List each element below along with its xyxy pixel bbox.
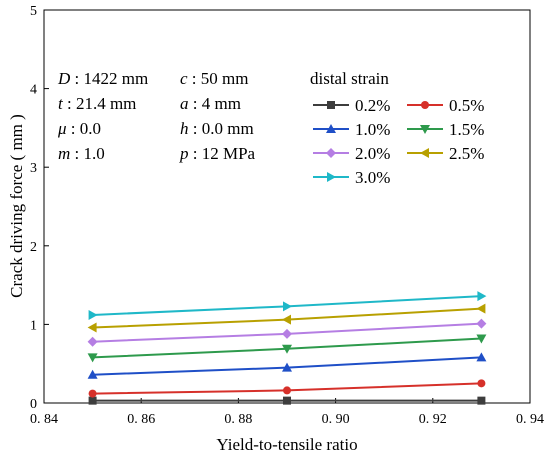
data-point — [283, 301, 292, 312]
parameter-label: h : 0.0 mm — [180, 119, 254, 138]
legend-label: 1.0% — [355, 120, 390, 139]
parameter-symbol: m — [58, 144, 70, 163]
parameter-label: μ : 0.0 — [57, 119, 101, 138]
data-point — [476, 318, 487, 329]
data-point — [87, 369, 98, 379]
parameter-value: : 12 MPa — [189, 144, 256, 163]
data-point — [88, 309, 98, 320]
parameter-symbol: p — [179, 144, 189, 163]
legend-label: 0.2% — [355, 96, 390, 115]
parameter-label: c : 50 mm — [180, 69, 248, 88]
parameter-symbol: t — [58, 94, 64, 113]
legend-label: 2.5% — [449, 144, 484, 163]
legend-entry: 0.5% — [407, 96, 484, 115]
data-point — [477, 379, 486, 388]
parameter-symbol: h — [180, 119, 189, 138]
series-1.0% — [87, 352, 487, 379]
legend-entry: 2.5% — [407, 144, 484, 163]
parameter-value: : 4 mm — [189, 94, 241, 113]
data-point — [476, 303, 486, 314]
legend-label: 3.0% — [355, 168, 390, 187]
parameter-label: D : 1422 mm — [57, 69, 148, 88]
x-tick-label: 0. 88 — [224, 412, 252, 427]
legend-entry: 0.2% — [313, 96, 390, 115]
legend-marker — [421, 101, 429, 109]
data-point — [87, 336, 98, 347]
series-0.5% — [88, 379, 486, 398]
parameter-annotations: D : 1422 mm t : 21.4 mm μ : 0.0 m : 1.0 c : … — [57, 69, 256, 163]
legend-title: distal strain — [310, 69, 389, 88]
series-0.2% — [88, 396, 486, 405]
parameter-symbol: D — [57, 69, 71, 88]
data-point — [282, 328, 292, 339]
legend-entry: 3.0% — [313, 168, 390, 187]
parameter-symbol: c — [180, 69, 188, 88]
legend-marker — [420, 125, 430, 134]
data-point — [477, 291, 487, 302]
series-3.0% — [88, 291, 487, 320]
data-point — [283, 396, 291, 405]
data-point — [282, 362, 292, 372]
y-tick-label: 0 — [30, 397, 37, 412]
parameter-value: : 0.0 mm — [189, 119, 254, 138]
legend-label: 0.5% — [449, 96, 484, 115]
series-1.5% — [87, 334, 487, 363]
data-point — [88, 389, 97, 398]
legend-marker — [327, 101, 335, 109]
legend-label: 2.0% — [355, 144, 390, 163]
y-axis-label: Crack driving force ( mm ) — [7, 114, 26, 298]
y-tick-label: 1 — [30, 318, 37, 333]
data-point — [282, 314, 291, 325]
x-tick-label: 0. 86 — [127, 412, 155, 427]
parameter-label: t : 21.4 mm — [58, 94, 136, 113]
legend-marker — [420, 148, 429, 158]
legend-marker — [326, 148, 336, 158]
legend: distal strain 0.2% 0.5% 1.0% 1.5% 2.0% 2.5% 3.… — [310, 69, 484, 187]
series-2.5% — [87, 303, 486, 333]
parameter-symbol: μ — [57, 119, 67, 138]
legend-marker — [326, 124, 336, 133]
data-point — [477, 396, 486, 405]
x-tick-label: 0. 92 — [419, 412, 447, 427]
parameter-label: m : 1.0 — [58, 144, 105, 163]
legend-entry: 1.5% — [407, 120, 484, 139]
parameter-value: : 0.0 — [67, 119, 101, 138]
data-point — [88, 396, 97, 405]
x-tick-label: 0. 94 — [516, 412, 544, 427]
parameter-value: : 1.0 — [70, 144, 104, 163]
legend-entry: 1.0% — [313, 120, 390, 139]
x-tick-label: 0. 90 — [322, 412, 350, 427]
data-point — [282, 344, 292, 354]
data-point — [476, 334, 487, 344]
legend-marker — [327, 172, 336, 182]
data-point — [87, 322, 97, 333]
x-axis-label: Yield-to-tensile ratio — [216, 435, 357, 454]
y-axis: 0 1 2 3 4 5 — [30, 4, 49, 412]
legend-entry: 2.0% — [313, 144, 390, 163]
y-tick-label: 2 — [30, 240, 37, 255]
x-tick-label: 0. 84 — [30, 412, 58, 427]
parameter-value: : 21.4 mm — [63, 94, 137, 113]
y-tick-label: 3 — [30, 161, 37, 176]
parameter-value: : 1422 mm — [70, 69, 148, 88]
parameter-label: a : 4 mm — [180, 94, 241, 113]
legend-label: 1.5% — [449, 120, 484, 139]
y-tick-label: 5 — [30, 4, 37, 19]
parameter-value: : 50 mm — [188, 69, 249, 88]
parameter-symbol: a — [180, 94, 189, 113]
data-point — [476, 352, 487, 362]
data-point — [283, 386, 291, 395]
parameter-label: p : 12 MPa — [179, 144, 256, 163]
series-2.0% — [87, 318, 487, 347]
y-tick-label: 4 — [30, 83, 37, 98]
data-point — [87, 353, 98, 363]
series-layer — [87, 291, 487, 405]
